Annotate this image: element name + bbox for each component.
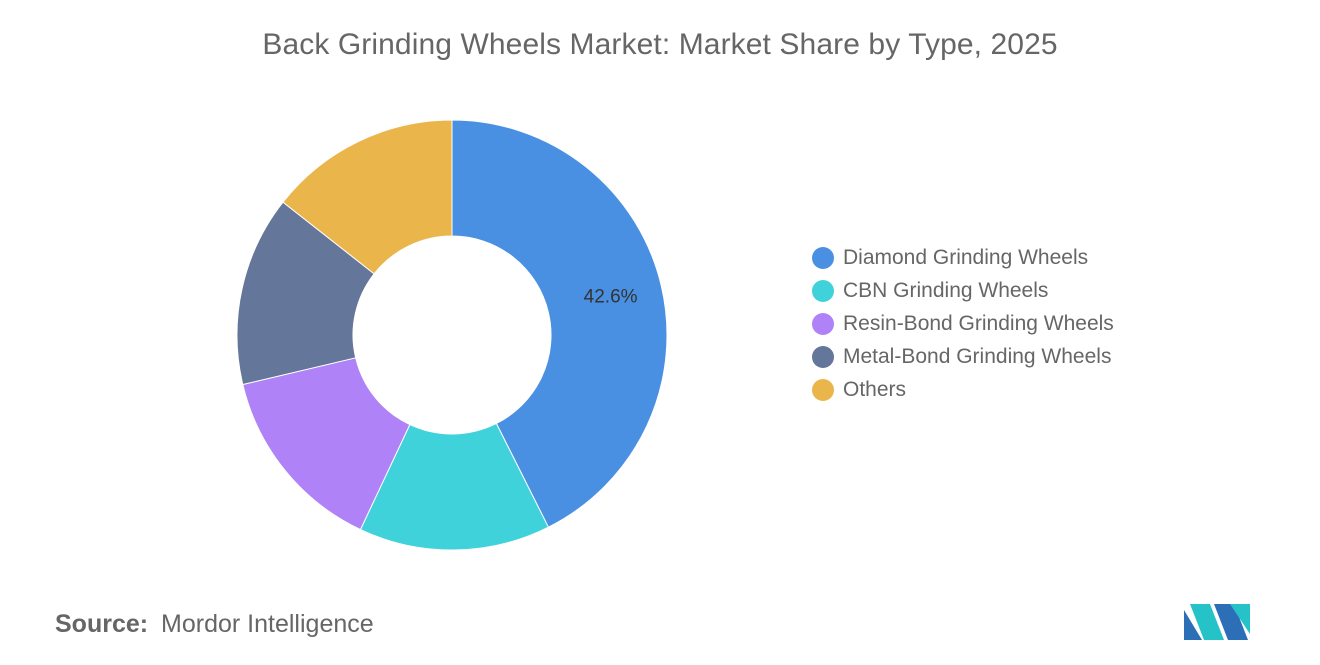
legend-item: Metal-Bond Grinding Wheels <box>812 340 1232 373</box>
legend-item: Diamond Grinding Wheels <box>812 242 1232 275</box>
legend-label: Resin-Bond Grinding Wheels <box>843 311 1114 335</box>
legend-swatch <box>812 280 834 303</box>
legend-item: Others <box>812 373 1232 406</box>
slice-data-label: 42.6% <box>584 286 638 307</box>
chart-title: Back Grinding Wheels Market: Market Shar… <box>262 28 1058 61</box>
source-note: Source: Mordor Intelligence <box>55 610 374 639</box>
donut-slice-diamond-grinding-wheels <box>451 119 668 528</box>
legend-swatch <box>812 312 834 335</box>
donut-slice-metal-bond-grinding-wheels <box>236 201 375 386</box>
legend-label: Metal-Bond Grinding Wheels <box>843 344 1112 368</box>
legend-swatch <box>812 247 834 270</box>
legend-label: CBN Grinding Wheels <box>843 279 1049 303</box>
source-value: Mordor Intelligence <box>161 610 374 638</box>
legend-item: Resin-Bond Grinding Wheels <box>812 308 1232 341</box>
donut-slice-labels: 42.6% <box>584 286 638 307</box>
legend-label: Others <box>843 377 907 401</box>
legend-swatch <box>812 345 834 368</box>
mordor-intelligence-logo-icon <box>1184 604 1250 640</box>
donut-slice-cbn-grinding-wheels <box>359 422 550 551</box>
legend-label: Diamond Grinding Wheels <box>843 246 1089 270</box>
legend-swatch <box>812 378 834 401</box>
donut-slice-others <box>282 119 453 275</box>
donut-slice-resin-bond-grinding-wheels <box>242 357 411 531</box>
donut-slices <box>236 119 668 551</box>
chart-legend: Diamond Grinding Wheels CBN Grinding Whee… <box>812 242 1232 406</box>
source-label: Source: <box>55 610 149 638</box>
legend-item: CBN Grinding Wheels <box>812 275 1232 308</box>
